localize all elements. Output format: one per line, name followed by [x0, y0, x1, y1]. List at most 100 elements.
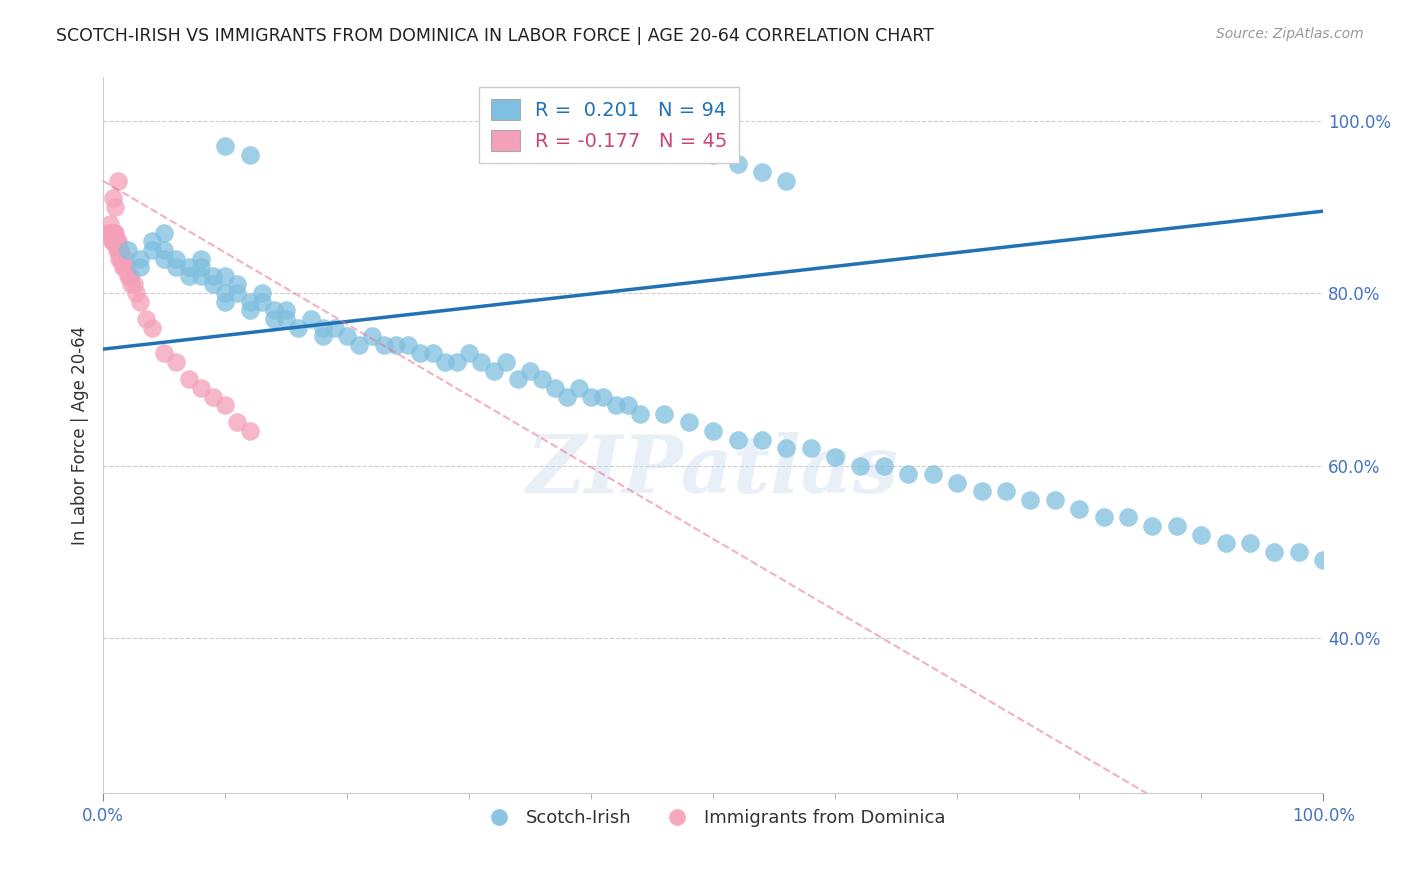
Point: [108, 252, 131, 266]
Legend: Scotch-Irish, Immigrants from Dominica: Scotch-Irish, Immigrants from Dominica: [474, 802, 953, 834]
Point: [141, 235, 163, 249]
Point: [100, 226, 122, 240]
Point: [751, 165, 773, 179]
Point: [1019, 493, 1042, 508]
Point: [385, 338, 408, 352]
Point: [190, 268, 212, 283]
Point: [287, 320, 309, 334]
Point: [118, 268, 141, 283]
Point: [101, 235, 124, 249]
Point: [108, 243, 131, 257]
Point: [1312, 553, 1334, 567]
Point: [153, 346, 176, 360]
Point: [873, 458, 896, 473]
Point: [373, 338, 395, 352]
Point: [506, 372, 529, 386]
Point: [276, 303, 298, 318]
Point: [349, 338, 371, 352]
Point: [433, 355, 456, 369]
Y-axis label: In Labor Force | Age 20-64: In Labor Force | Age 20-64: [72, 326, 89, 545]
Point: [409, 346, 432, 360]
Point: [125, 286, 148, 301]
Point: [263, 303, 285, 318]
Point: [110, 252, 132, 266]
Point: [702, 148, 724, 162]
Point: [190, 252, 212, 266]
Point: [555, 390, 578, 404]
Point: [226, 277, 249, 292]
Point: [848, 458, 870, 473]
Point: [177, 372, 200, 386]
Point: [114, 252, 136, 266]
Point: [128, 252, 150, 266]
Point: [103, 235, 125, 249]
Point: [250, 294, 273, 309]
Point: [579, 390, 602, 404]
Point: [153, 226, 176, 240]
Point: [117, 268, 139, 283]
Point: [238, 148, 260, 162]
Point: [678, 416, 700, 430]
Point: [276, 312, 298, 326]
Point: [592, 390, 614, 404]
Point: [214, 398, 236, 412]
Point: [299, 312, 322, 326]
Point: [458, 346, 481, 360]
Point: [111, 260, 134, 275]
Point: [226, 286, 249, 301]
Point: [177, 260, 200, 275]
Point: [1239, 536, 1261, 550]
Point: [122, 277, 145, 292]
Point: [101, 226, 124, 240]
Point: [751, 433, 773, 447]
Point: [201, 268, 224, 283]
Point: [1166, 519, 1188, 533]
Point: [214, 268, 236, 283]
Point: [396, 338, 419, 352]
Point: [108, 243, 131, 257]
Point: [115, 260, 138, 275]
Point: [105, 243, 128, 257]
Point: [165, 260, 187, 275]
Point: [214, 139, 236, 153]
Point: [201, 390, 224, 404]
Point: [921, 467, 943, 482]
Point: [201, 277, 224, 292]
Point: [135, 312, 157, 326]
Point: [190, 381, 212, 395]
Point: [250, 286, 273, 301]
Point: [360, 329, 382, 343]
Point: [190, 260, 212, 275]
Point: [702, 424, 724, 438]
Point: [1092, 510, 1115, 524]
Point: [238, 303, 260, 318]
Point: [628, 407, 651, 421]
Point: [519, 364, 541, 378]
Point: [128, 260, 150, 275]
Point: [107, 235, 129, 249]
Point: [616, 398, 638, 412]
Point: [128, 294, 150, 309]
Point: [568, 381, 591, 395]
Point: [226, 416, 249, 430]
Point: [104, 200, 127, 214]
Point: [531, 372, 554, 386]
Point: [165, 252, 187, 266]
Point: [165, 355, 187, 369]
Point: [107, 174, 129, 188]
Point: [105, 235, 128, 249]
Point: [118, 268, 141, 283]
Point: [1189, 527, 1212, 541]
Point: [495, 355, 517, 369]
Point: [117, 243, 139, 257]
Point: [120, 277, 142, 292]
Point: [177, 268, 200, 283]
Text: SCOTCH-IRISH VS IMMIGRANTS FROM DOMINICA IN LABOR FORCE | AGE 20-64 CORRELATION : SCOTCH-IRISH VS IMMIGRANTS FROM DOMINICA…: [56, 27, 934, 45]
Point: [112, 260, 135, 275]
Text: ZIPatlas: ZIPatlas: [527, 433, 900, 510]
Point: [238, 424, 260, 438]
Point: [336, 329, 359, 343]
Point: [103, 226, 125, 240]
Point: [422, 346, 444, 360]
Point: [153, 252, 176, 266]
